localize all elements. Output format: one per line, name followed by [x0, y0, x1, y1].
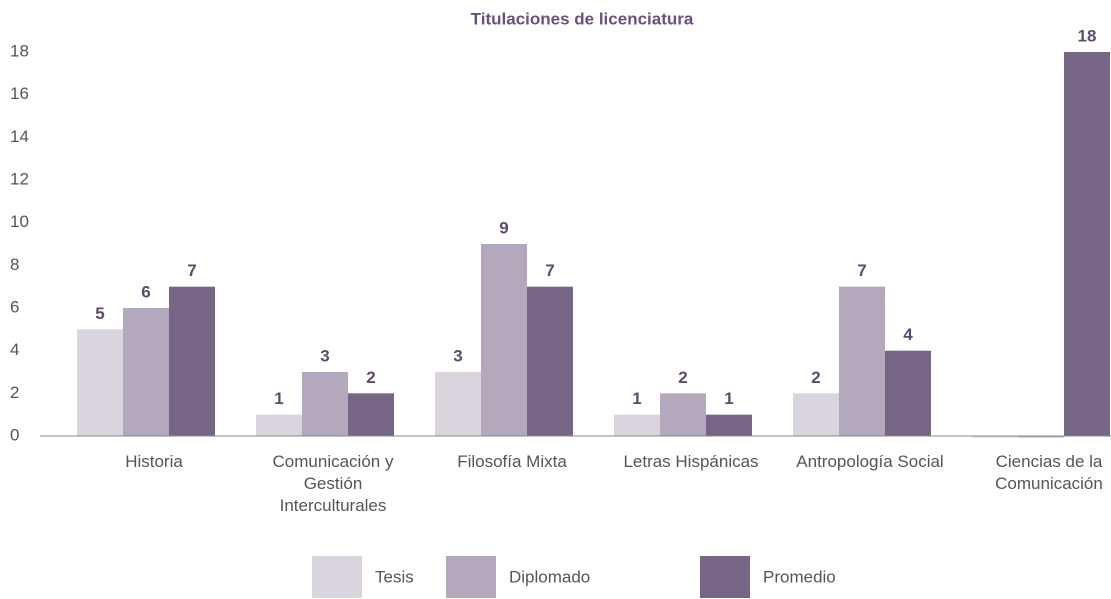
y-tick-label: 2: [10, 383, 19, 402]
data-label: 3: [453, 346, 462, 365]
data-label: 4: [903, 325, 913, 344]
data-label: 2: [811, 368, 820, 387]
bar: [302, 372, 348, 436]
y-tick-label: 16: [10, 84, 29, 103]
x-tick-label: Antropología Social: [796, 452, 944, 471]
bar: [1018, 436, 1064, 438]
bar: [793, 393, 839, 436]
y-tick-label: 8: [10, 255, 19, 274]
legend-label: Promedio: [763, 567, 836, 586]
x-tick-label: Comunicación y Gestión Interculturales: [272, 452, 394, 515]
legend-swatch: [700, 556, 750, 598]
y-tick-label: 18: [10, 41, 29, 60]
legend-swatch: [446, 556, 496, 598]
x-tick-label: Filosofía Mixta: [457, 452, 567, 471]
data-label: 2: [366, 368, 375, 387]
bar: [706, 414, 752, 436]
data-label: 5: [95, 304, 104, 323]
bar: [660, 393, 706, 436]
bar: [123, 308, 169, 436]
data-label: 3: [320, 346, 329, 365]
legend-swatch: [312, 556, 362, 598]
bar: [1064, 52, 1110, 436]
bar: [527, 286, 573, 436]
data-label: 9: [499, 218, 508, 237]
y-tick-label: 12: [10, 169, 29, 188]
bar: [972, 436, 1018, 438]
data-label: 18: [1078, 26, 1097, 45]
data-label: 7: [545, 261, 554, 280]
data-label: 1: [632, 389, 641, 408]
data-label: 1: [724, 389, 733, 408]
bar: [481, 244, 527, 436]
data-label: 6: [141, 282, 150, 301]
bar: [614, 414, 660, 436]
x-tick-label: Letras Hispánicas: [623, 452, 759, 471]
data-label: 1: [274, 389, 283, 408]
y-tick-label: 6: [10, 297, 19, 316]
x-tick-label: Historia: [125, 452, 183, 471]
chart-title: Titulaciones de licenciatura: [471, 9, 694, 28]
bar: [348, 393, 394, 436]
bar: [256, 414, 302, 436]
data-label: 2: [678, 368, 687, 387]
data-label: 7: [187, 261, 196, 280]
y-tick-label: 10: [10, 212, 29, 231]
data-label: 7: [857, 261, 866, 280]
y-tick-label: 4: [10, 340, 19, 359]
bar: [839, 286, 885, 436]
y-tick-label: 14: [10, 127, 29, 146]
y-tick-label: 0: [10, 425, 19, 444]
legend-label: Tesis: [375, 567, 414, 586]
bar: [885, 350, 931, 436]
bar: [169, 286, 215, 436]
x-tick-label: Ciencias de la Comunicación: [995, 452, 1103, 493]
bar: [435, 372, 481, 436]
bar: [77, 329, 123, 436]
legend-label: Diplomado: [509, 567, 590, 586]
